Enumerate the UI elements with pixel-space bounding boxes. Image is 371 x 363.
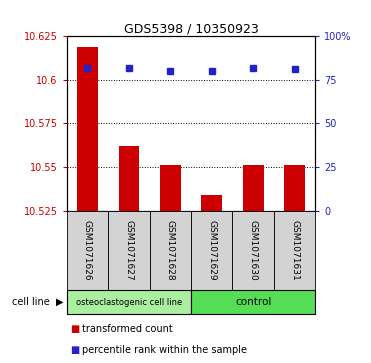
Bar [77,47,98,211]
Text: control: control [235,297,272,307]
Text: GSM1071628: GSM1071628 [166,220,175,281]
Text: transformed count: transformed count [82,323,173,334]
Text: percentile rank within the sample: percentile rank within the sample [82,345,247,355]
Bar [243,165,263,211]
Text: GSM1071627: GSM1071627 [124,220,134,281]
Bar [284,165,305,211]
Text: GSM1071630: GSM1071630 [249,220,258,281]
Text: cell line  ▶: cell line ▶ [12,297,63,307]
Text: ■: ■ [70,323,80,334]
Text: GSM1071629: GSM1071629 [207,220,216,281]
Title: GDS5398 / 10350923: GDS5398 / 10350923 [124,22,259,35]
Bar [201,195,222,211]
Text: ■: ■ [70,345,80,355]
Text: osteoclastogenic cell line: osteoclastogenic cell line [76,298,182,307]
Text: GSM1071626: GSM1071626 [83,220,92,281]
Bar [119,146,139,211]
Text: GSM1071631: GSM1071631 [290,220,299,281]
Bar [160,165,181,211]
